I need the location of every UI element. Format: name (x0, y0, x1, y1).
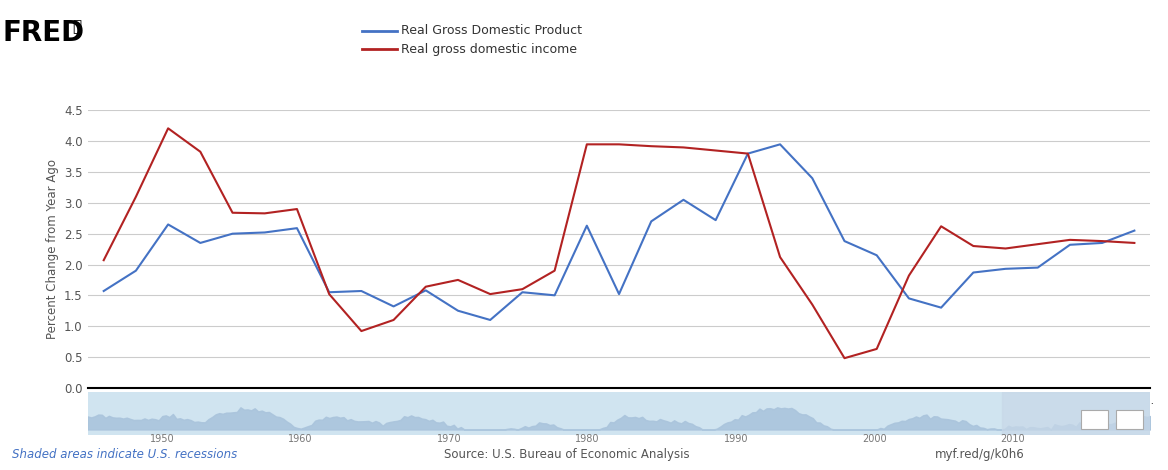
Text: 1980: 1980 (575, 434, 599, 444)
Text: FRED: FRED (2, 19, 85, 47)
FancyBboxPatch shape (1082, 410, 1108, 429)
Text: Source: U.S. Bureau of Economic Analysis: Source: U.S. Bureau of Economic Analysis (444, 448, 689, 461)
Text: Shaded areas indicate U.S. recessions: Shaded areas indicate U.S. recessions (12, 448, 237, 461)
Text: 1990: 1990 (724, 434, 749, 444)
Text: Real gross domestic income: Real gross domestic income (401, 43, 577, 56)
Text: myf.red/g/k0h6: myf.red/g/k0h6 (934, 448, 1024, 461)
Text: 1960: 1960 (288, 434, 312, 444)
Text: 📈: 📈 (72, 19, 81, 34)
Text: 2010: 2010 (1000, 434, 1024, 444)
Y-axis label: Percent Change from Year Ago: Percent Change from Year Ago (46, 159, 58, 339)
Text: Real Gross Domestic Product: Real Gross Domestic Product (401, 24, 582, 37)
Bar (1002, 392, 1150, 435)
Text: 2000: 2000 (862, 434, 887, 444)
Text: 1970: 1970 (437, 434, 461, 444)
FancyBboxPatch shape (1117, 410, 1143, 429)
Text: 1950: 1950 (150, 434, 174, 444)
